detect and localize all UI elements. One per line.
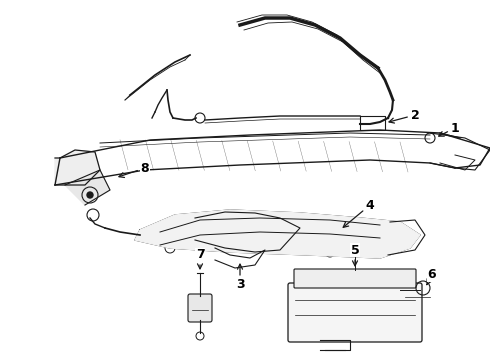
Text: 1: 1	[439, 122, 460, 136]
FancyBboxPatch shape	[288, 283, 422, 342]
FancyBboxPatch shape	[188, 294, 212, 322]
Polygon shape	[65, 170, 110, 205]
Polygon shape	[55, 150, 100, 185]
Text: 5: 5	[351, 243, 359, 266]
Text: 3: 3	[236, 264, 245, 292]
Text: 2: 2	[389, 108, 419, 123]
Text: 4: 4	[343, 198, 374, 227]
Text: 6: 6	[427, 269, 436, 285]
FancyBboxPatch shape	[294, 269, 416, 288]
Text: 8: 8	[119, 162, 149, 177]
Circle shape	[235, 228, 245, 238]
Polygon shape	[135, 210, 420, 258]
Text: 7: 7	[196, 248, 204, 269]
Circle shape	[87, 192, 93, 198]
